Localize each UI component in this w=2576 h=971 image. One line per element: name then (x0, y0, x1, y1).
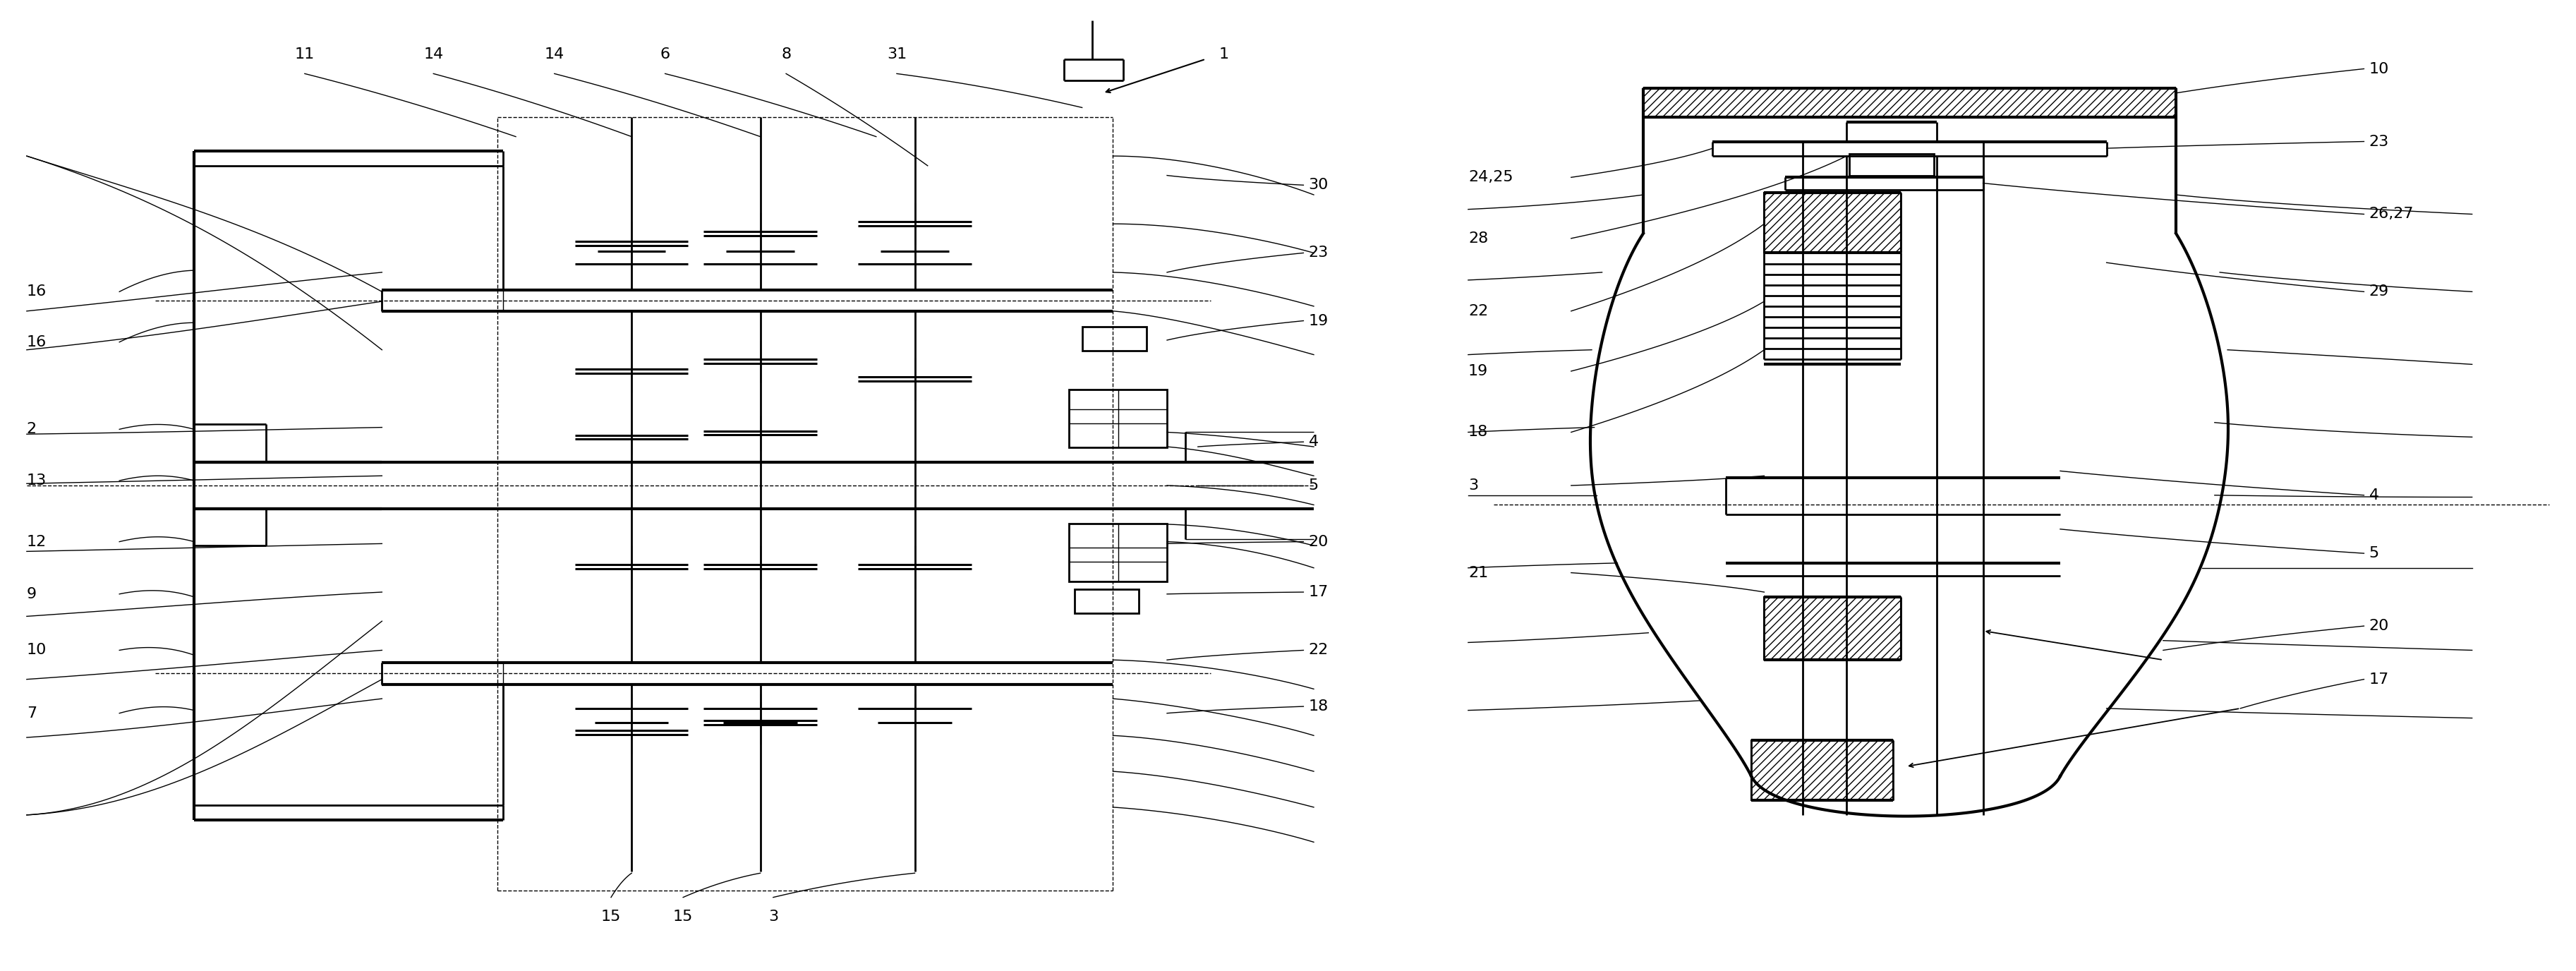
Text: 5: 5 (2370, 547, 2380, 560)
Text: 6: 6 (659, 48, 670, 61)
Text: 30: 30 (1309, 178, 1329, 192)
Text: 19: 19 (1309, 314, 1329, 328)
Text: 17: 17 (2370, 672, 2388, 686)
Text: 8: 8 (781, 48, 791, 61)
Text: 23: 23 (2370, 134, 2388, 149)
Text: 26,27: 26,27 (2370, 207, 2414, 221)
Text: 2: 2 (26, 422, 36, 436)
Bar (1074, 589, 1139, 614)
Text: 14: 14 (422, 48, 443, 61)
Text: 7: 7 (26, 706, 36, 720)
Bar (1765, 193, 1901, 252)
Text: 29: 29 (2370, 285, 2388, 299)
Text: 21: 21 (1468, 566, 1489, 580)
Text: 16: 16 (26, 285, 46, 299)
Bar (1752, 740, 1893, 800)
Text: 31: 31 (886, 48, 907, 61)
Text: 11: 11 (294, 48, 314, 61)
Text: 14: 14 (544, 48, 564, 61)
Bar (1765, 597, 1901, 660)
Text: 24,25: 24,25 (1468, 170, 1512, 184)
Text: 23: 23 (1309, 246, 1329, 260)
Bar (1069, 523, 1167, 582)
Bar (1069, 389, 1167, 448)
Text: 18: 18 (1309, 699, 1329, 714)
Text: 28: 28 (1468, 231, 1489, 246)
Text: 3: 3 (1468, 479, 1479, 492)
Text: 10: 10 (26, 643, 46, 657)
Text: 20: 20 (2370, 619, 2388, 633)
Text: 10: 10 (2370, 62, 2388, 76)
Text: 22: 22 (1309, 643, 1329, 657)
Text: 1: 1 (1218, 48, 1229, 61)
Text: 13: 13 (26, 474, 46, 487)
Bar (1082, 326, 1146, 351)
Text: 4: 4 (2370, 488, 2380, 502)
Text: 9: 9 (26, 587, 36, 601)
Bar (1850, 154, 1935, 176)
Text: 16: 16 (26, 335, 46, 350)
Text: 12: 12 (26, 535, 46, 549)
Text: 17: 17 (1309, 586, 1329, 599)
Text: 3: 3 (768, 910, 778, 923)
Text: 19: 19 (1468, 364, 1489, 379)
Text: 20: 20 (1309, 535, 1329, 549)
Text: 4: 4 (1309, 435, 1319, 449)
Text: 22: 22 (1468, 304, 1489, 318)
Bar (1643, 88, 2177, 117)
Text: 15: 15 (600, 910, 621, 923)
Text: 5: 5 (1309, 479, 1319, 492)
Text: 15: 15 (672, 910, 693, 923)
Text: 18: 18 (1468, 425, 1489, 439)
